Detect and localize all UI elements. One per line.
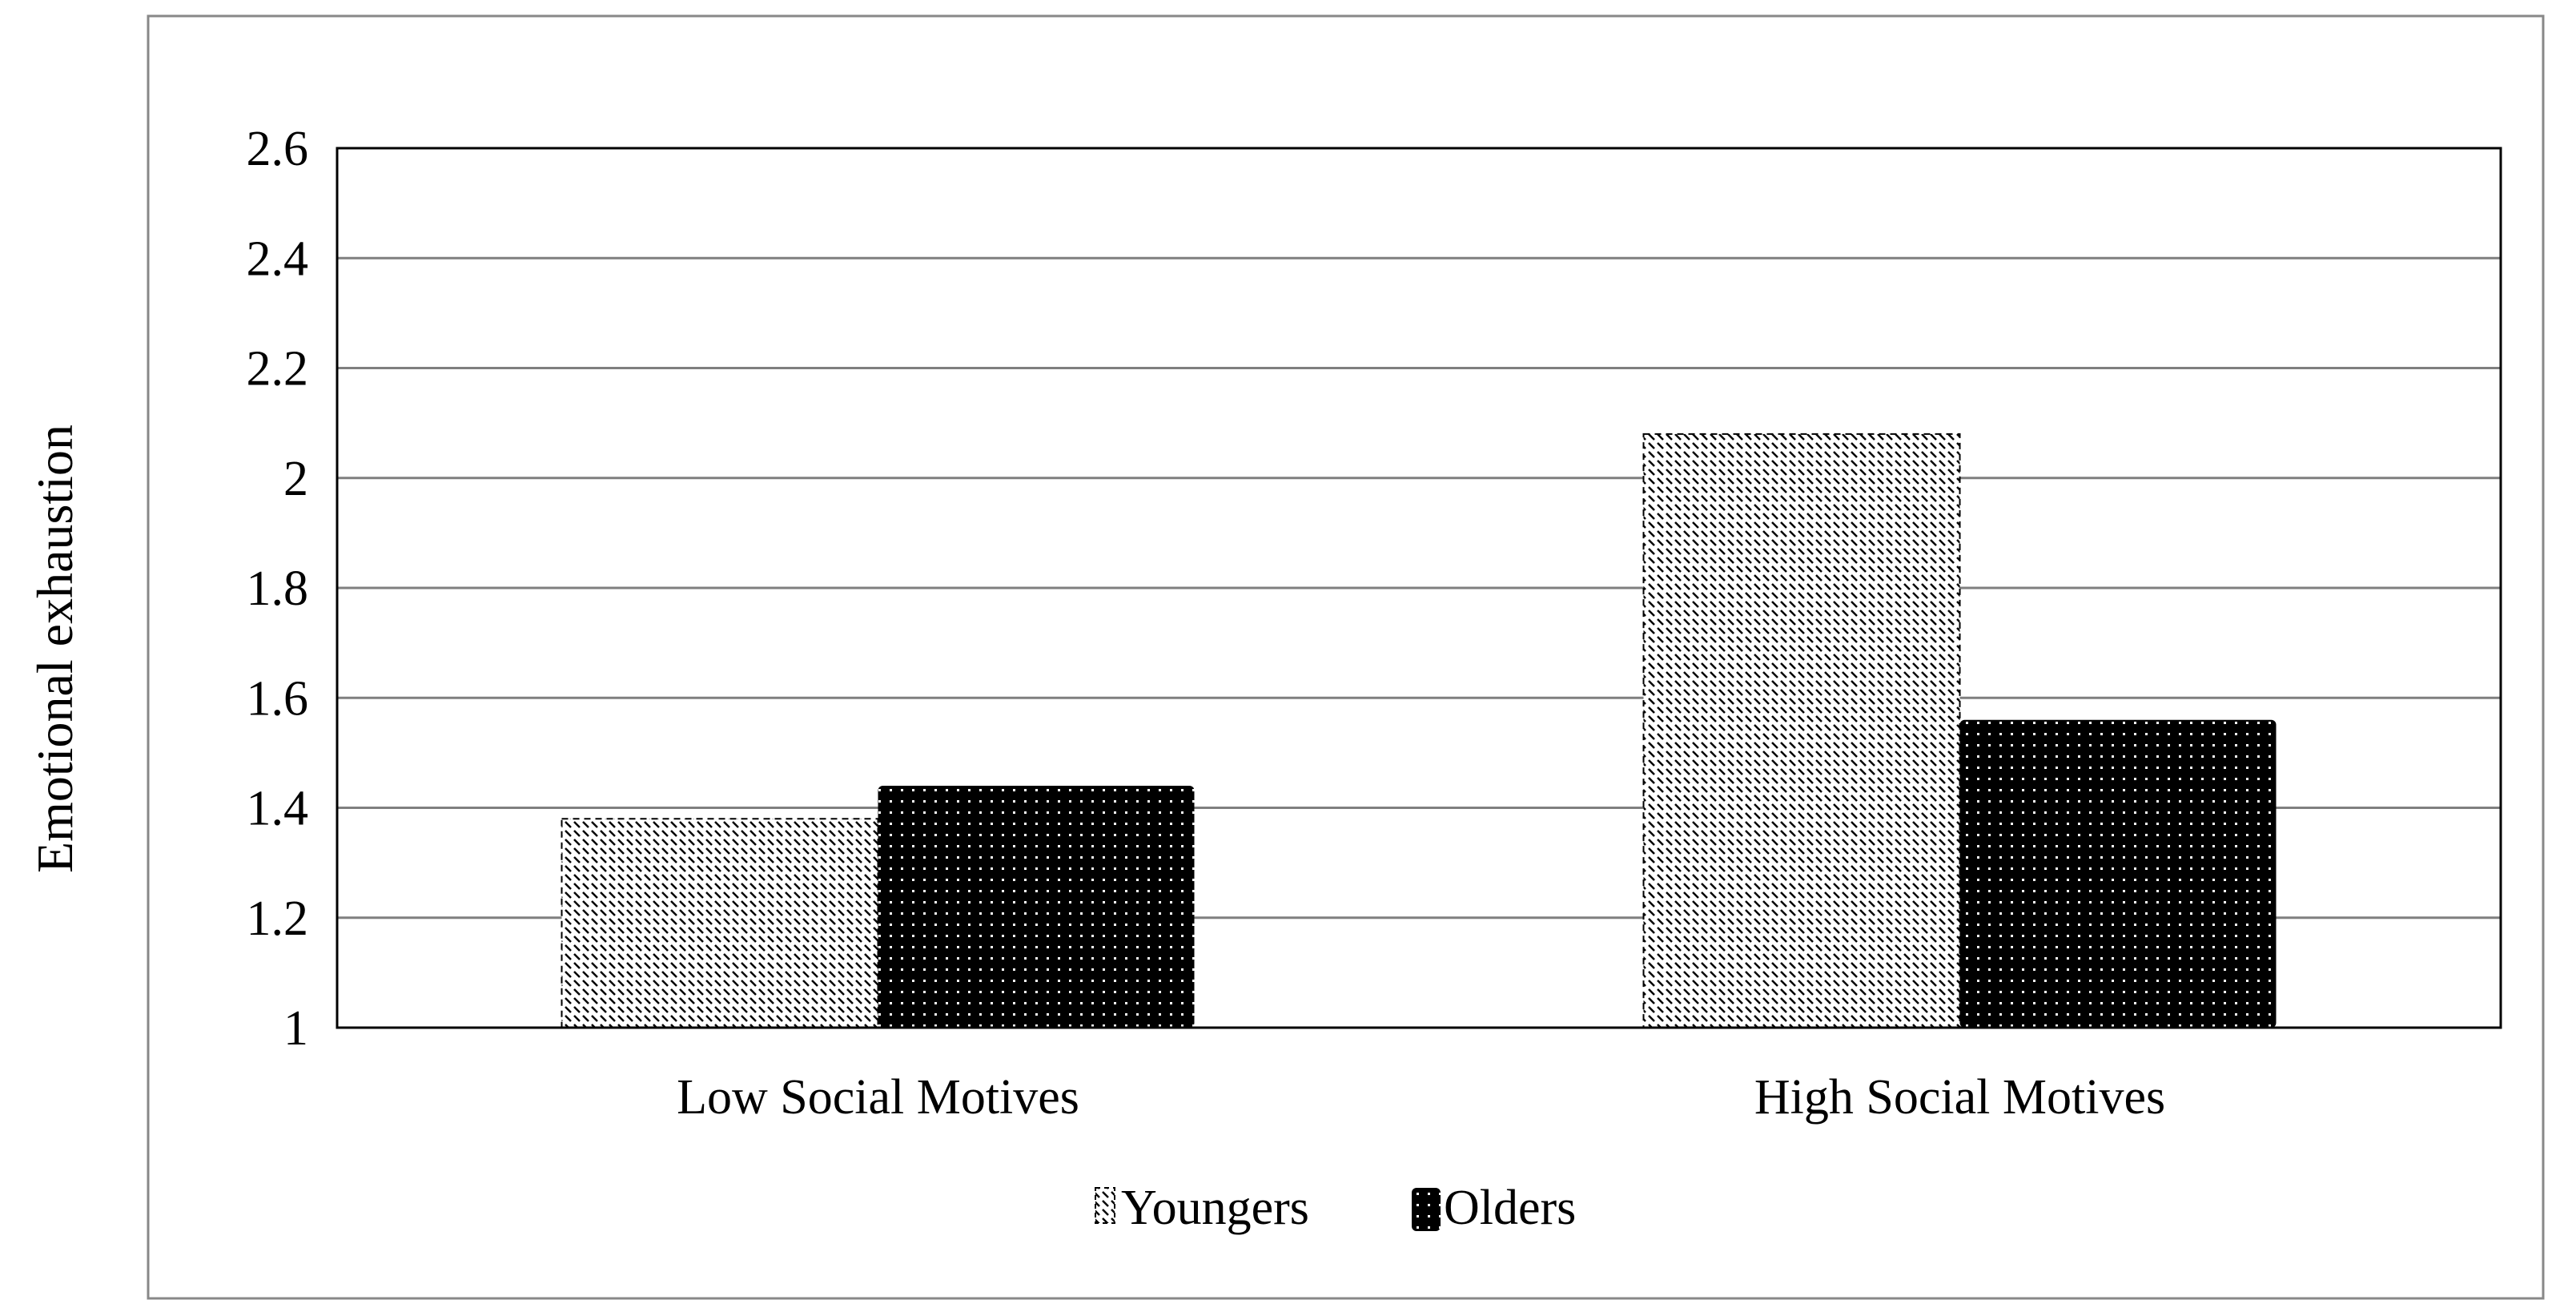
y-tick-label: 2 [283, 452, 308, 506]
legend-item-olders: Olders [1412, 1181, 1576, 1235]
y-tick-label: 2.4 [247, 231, 309, 286]
x-category-label: Low Social Motives [677, 1070, 1079, 1125]
y-tick-label: 1.8 [247, 561, 309, 616]
bar-youngers-2 [1642, 433, 1961, 1028]
legend-label: Youngers [1121, 1181, 1309, 1235]
y-tick-label: 2.2 [247, 342, 309, 396]
legend-label: Olders [1444, 1181, 1576, 1235]
bar-olders-1 [878, 786, 1195, 1028]
y-tick-label: 1.6 [247, 671, 309, 726]
legend-item-youngers: Youngers [1095, 1181, 1309, 1235]
chart-frame [147, 14, 2545, 1300]
y-axis-label: Emotional exhaustion [26, 425, 83, 873]
y-tick-label: 1 [283, 1001, 308, 1056]
bar-youngers-1 [561, 818, 879, 1028]
plot-area-border [336, 147, 2502, 1029]
y-tick-label: 1.4 [247, 782, 309, 836]
legend-swatch [1412, 1188, 1441, 1231]
x-category-label: High Social Motives [1754, 1070, 2165, 1125]
bar-olders-2 [1959, 719, 2277, 1028]
legend-swatch [1095, 1187, 1115, 1224]
y-tick-label: 1.2 [247, 891, 309, 946]
y-tick-label: 2.6 [247, 122, 309, 176]
